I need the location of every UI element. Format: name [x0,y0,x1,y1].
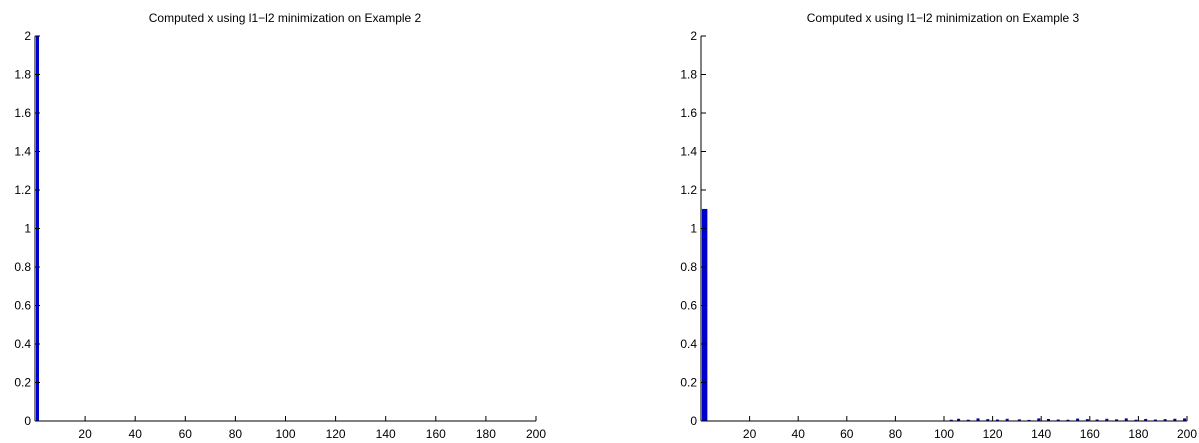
y-tick-label: 0 [24,414,31,428]
x-tick-label: 60 [179,427,193,441]
bar [704,208,708,422]
y-tick-label: 0 [690,414,697,428]
y-tick-label: 2 [690,29,697,43]
y-tick-label: 0.6 [680,299,697,313]
chart-panel-example-2: Computed x using l1−l2 minimization on E… [14,11,546,441]
x-tick-label: 20 [78,427,92,441]
x-tick-label: 140 [1031,427,1051,441]
x-tick-label: 120 [983,427,1003,441]
x-tick-label: 160 [1080,427,1100,441]
y-tick-label: 1.2 [680,183,697,197]
y-tick-label: 1.2 [14,183,31,197]
x-tick-label: 80 [889,427,903,441]
y-tick-label: 1.6 [14,106,31,120]
x-tick-label: 140 [376,427,396,441]
y-tick-label: 0.4 [680,337,697,351]
x-tick-label: 60 [840,427,854,441]
chart-title: Computed x using l1−l2 minimization on E… [149,11,422,25]
y-tick-label: 0.8 [680,260,697,274]
x-tick-label: 200 [526,427,546,441]
x-tick-label: 120 [326,427,346,441]
chart-example-3: Computed x using l1−l2 minimization on E… [680,11,1197,441]
y-tick-label: 0.4 [14,337,31,351]
x-tick-label: 80 [229,427,243,441]
x-tick-label: 180 [1128,427,1148,441]
y-tick-label: 1 [24,222,31,236]
y-tick-label: 1.8 [680,68,697,82]
x-tick-label: 100 [934,427,954,441]
y-tick-label: 1.4 [14,145,31,159]
y-tick-label: 1.6 [680,106,697,120]
y-tick-label: 1 [690,222,697,236]
y-tick-label: 1.8 [14,68,31,82]
y-tick-label: 1.4 [680,145,697,159]
chart-title: Computed x using l1−l2 minimization on E… [807,11,1080,25]
x-tick-label: 180 [476,427,496,441]
x-tick-label: 40 [129,427,143,441]
x-tick-label: 100 [275,427,295,441]
x-tick-label: 20 [743,427,757,441]
y-tick-label: 0.2 [14,376,31,390]
x-tick-label: 200 [1177,427,1197,441]
y-tick-label: 2 [24,29,31,43]
y-tick-label: 0.8 [14,260,31,274]
chart-panel-example-3: Computed x using l1−l2 minimization on E… [600,0,1199,443]
x-tick-label: 40 [792,427,806,441]
plot-area: 0 0.2 0.4 0.6 0.8 1 1.2 1.4 1.6 1.8 2 20 40 60 80 100 12… [14,29,546,441]
plot-area: 0 0.2 0.4 0.6 0.8 1 1.2 1.4 1.6 1.8 2 20 40 60 80 100 12… [680,29,1197,441]
x-tick-label: 160 [426,427,446,441]
chart-example-2: Computed x using l1−l2 minimization on E… [14,11,546,441]
bar [701,208,705,422]
y-tick-label: 0.2 [680,376,697,390]
y-tick-label: 0.6 [14,299,31,313]
